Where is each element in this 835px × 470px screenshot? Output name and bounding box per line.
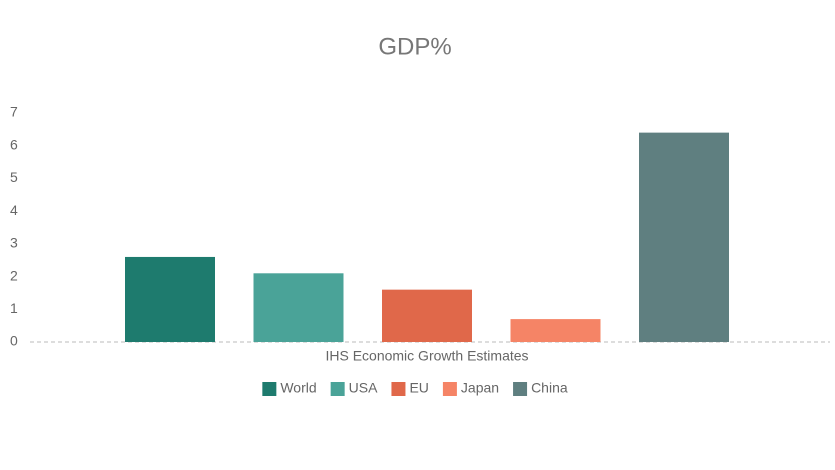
- bar: [382, 289, 472, 342]
- y-tick-label: 7: [10, 104, 18, 120]
- y-tick-label: 0: [10, 333, 18, 349]
- legend-label: EU: [409, 380, 428, 396]
- legend-swatch: [262, 382, 277, 396]
- y-tick-label: 5: [10, 169, 18, 185]
- legend-label: USA: [349, 380, 378, 396]
- y-tick-label: 2: [10, 267, 18, 283]
- legend-swatch: [513, 382, 528, 396]
- y-tick-label: 1: [10, 300, 18, 316]
- bar: [639, 132, 729, 342]
- bar: [125, 256, 215, 342]
- y-tick-label: 6: [10, 136, 18, 152]
- legend-label: Japan: [461, 380, 499, 396]
- y-tick-label: 4: [10, 202, 18, 218]
- legend-label: World: [280, 380, 316, 396]
- y-tick-label: 3: [10, 235, 18, 251]
- bar: [253, 273, 344, 342]
- legend-swatch: [391, 382, 406, 396]
- legend-swatch: [442, 382, 457, 396]
- legend-swatch: [330, 382, 345, 396]
- x-tick-label: IHS Economic Growth Estimates: [325, 348, 528, 364]
- bar: [510, 319, 601, 342]
- legend-label: China: [531, 380, 568, 396]
- chart-title: GDP%: [378, 33, 451, 60]
